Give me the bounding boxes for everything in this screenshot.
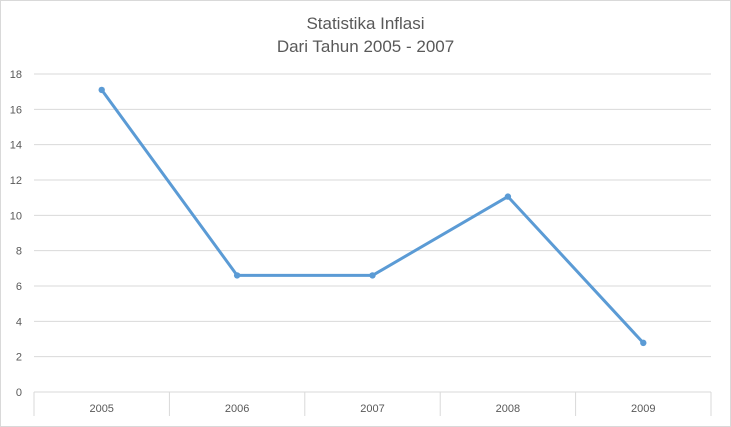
y-tick-label: 2	[16, 352, 22, 364]
chart-subtitle: Dari Tahun 2005 - 2007	[276, 37, 455, 56]
x-tick-label: 2009	[631, 403, 655, 415]
y-tick-label: 16	[10, 104, 22, 116]
data-point	[233, 272, 241, 279]
y-tick-label: 8	[16, 246, 22, 258]
gridlines	[34, 73, 711, 358]
x-axis-tick-labels: 2005 2006 2007 2008 2009	[89, 403, 655, 415]
y-axis-tick-labels: 0 2 4 6 8 10 12 14 16 18	[10, 69, 22, 399]
y-tick-label: 14	[10, 140, 22, 152]
y-tick-label: 6	[16, 281, 22, 293]
x-tick-label: 2008	[496, 403, 520, 415]
y-tick-label: 10	[10, 210, 22, 222]
x-tick-label: 2005	[89, 403, 113, 415]
x-tick-label: 2007	[360, 403, 384, 415]
data-point	[369, 272, 376, 279]
series-line	[100, 88, 645, 345]
y-tick-label: 4	[16, 316, 22, 328]
x-tick-label: 2006	[225, 403, 249, 415]
data-series	[98, 86, 647, 347]
data-point	[504, 193, 512, 200]
y-tick-label: 18	[10, 69, 22, 81]
chart-title: Statistika Inflasi	[306, 14, 425, 33]
data-point	[640, 339, 647, 347]
y-tick-label: 12	[10, 175, 22, 187]
data-point	[98, 86, 105, 94]
x-axis	[33, 391, 712, 416]
y-tick-label: 0	[16, 387, 22, 399]
